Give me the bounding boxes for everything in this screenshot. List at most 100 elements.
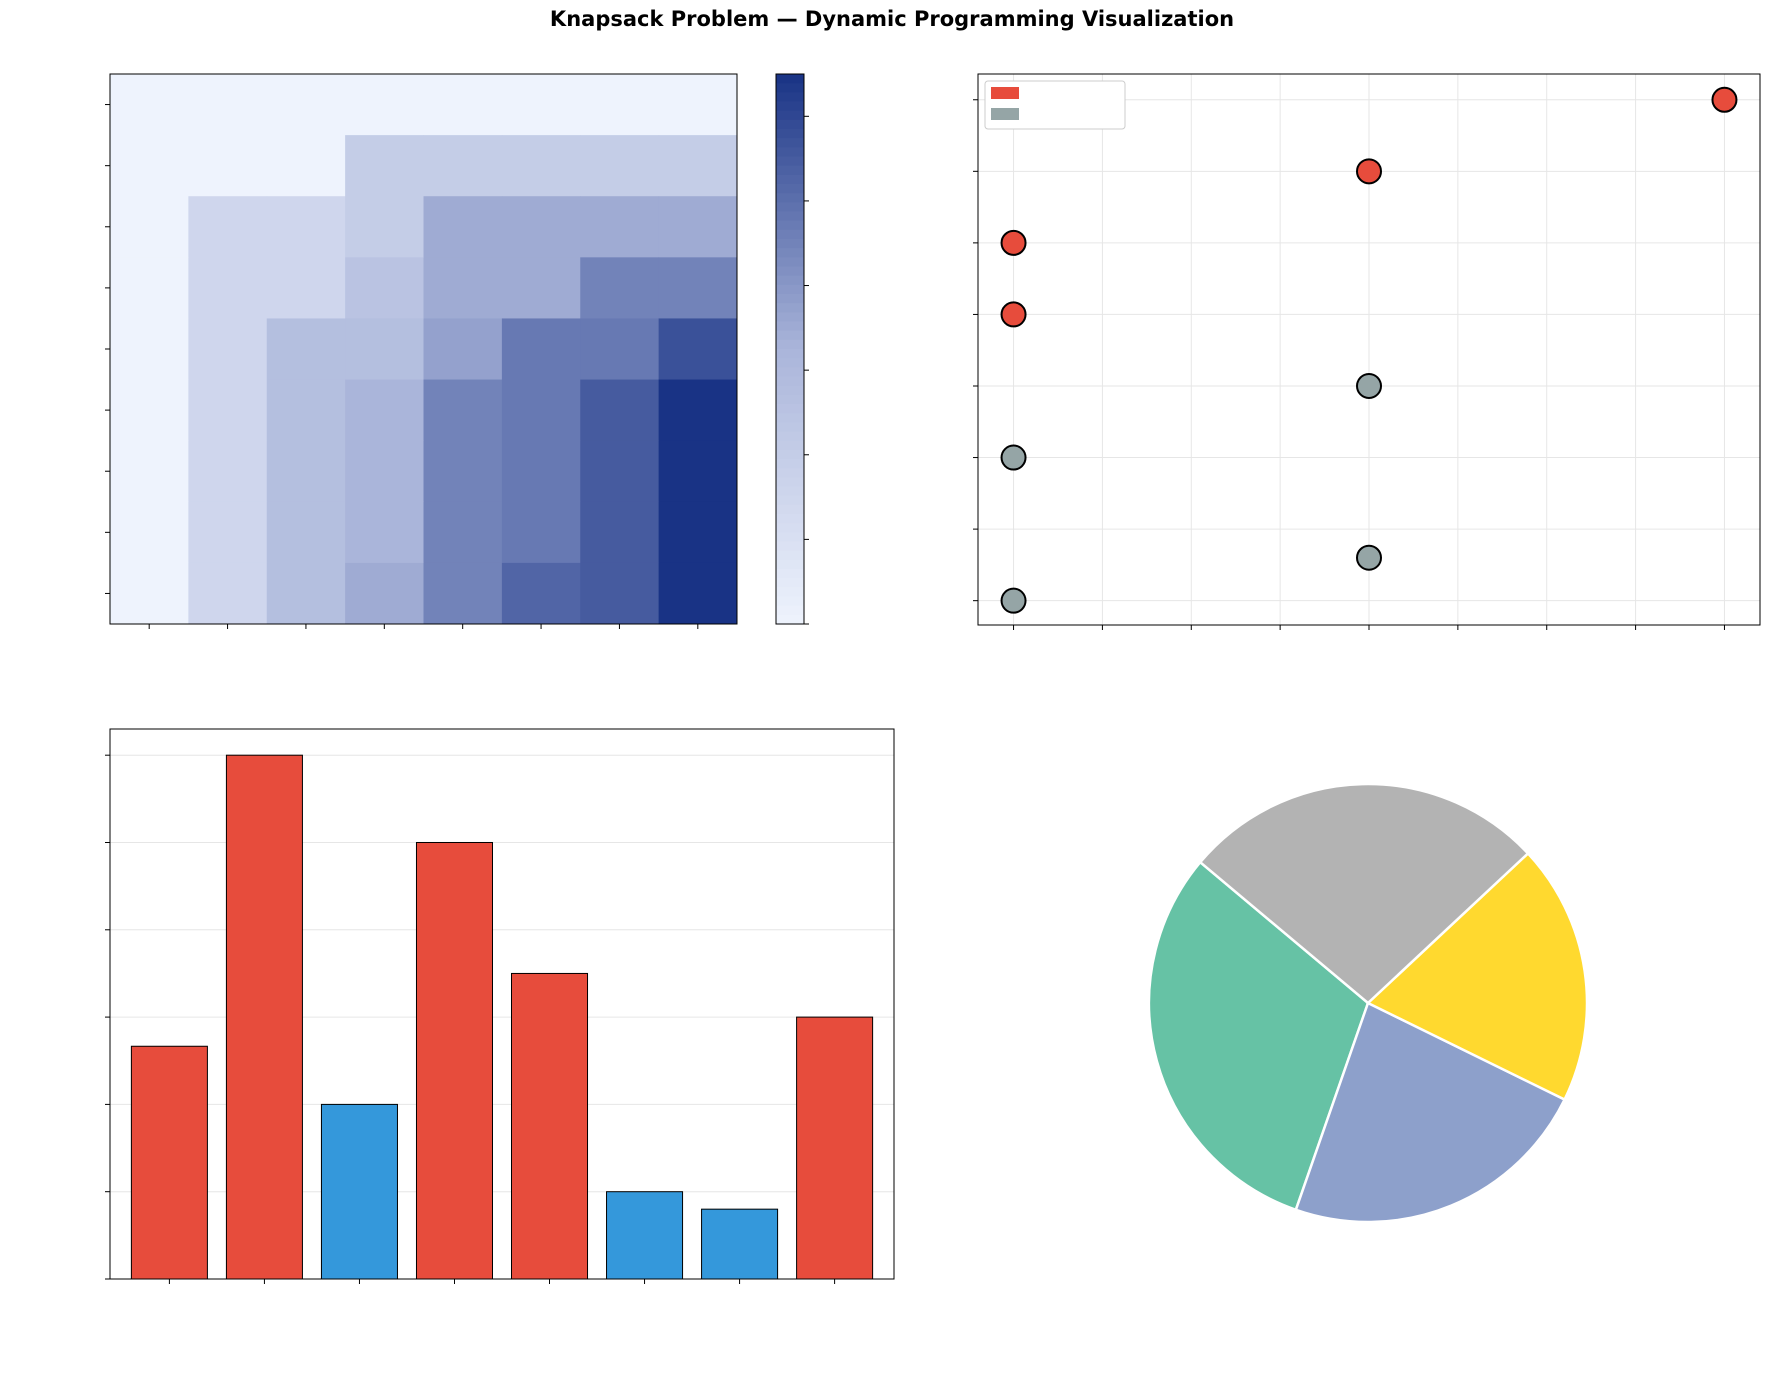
heatmap-cell: [110, 379, 189, 442]
colorbar-gradient-slice: [776, 385, 804, 396]
colorbar-gradient-slice: [776, 541, 804, 552]
heatmap-cell: [501, 501, 581, 564]
colorbar-gradient-slice: [776, 394, 804, 405]
pie-slice: [1147, 860, 1370, 1212]
dp-table-heatmap: [105, 73, 809, 629]
colorbar-gradient-slice: [776, 83, 804, 93]
heatmap-cell: [501, 257, 581, 319]
colorbar-gradient-slice: [776, 367, 804, 378]
colorbar-gradient-slice: [776, 578, 804, 588]
colorbar-gradient-slice: [776, 605, 804, 616]
heatmap-cell: [188, 196, 268, 258]
heatmap-cell: [345, 379, 424, 442]
bar: [320, 1103, 398, 1280]
heatmap-cell: [580, 501, 660, 564]
bar: [130, 1045, 208, 1280]
heatmap-cell: [658, 562, 738, 625]
scatter-frame: [977, 73, 1761, 626]
colorbar-gradient-slice: [776, 202, 804, 213]
heatmap-cell: [110, 74, 189, 136]
heatmap-cell: [345, 257, 424, 319]
colorbar-gradient-slice: [776, 119, 804, 130]
colorbar-gradient-slice: [776, 239, 804, 249]
heatmap-cell: [580, 196, 660, 258]
heatmap-cell: [658, 196, 738, 258]
heatmap-cell: [658, 318, 738, 381]
heatmap-cell: [658, 501, 738, 564]
colorbar-gradient-slice: [776, 74, 804, 84]
colorbar-gradient-slice: [776, 101, 804, 112]
colorbar-gradient-slice: [776, 596, 804, 607]
heatmap-cell: [110, 135, 189, 197]
scatter-point: [1000, 301, 1027, 328]
heatmap-cell: [658, 257, 738, 319]
heatmap-cell: [345, 440, 424, 503]
heatmap-cell: [110, 318, 189, 381]
heatmap-cell: [188, 74, 268, 136]
heatmap-cell: [110, 196, 189, 258]
colorbar-gradient-slice: [776, 284, 804, 295]
heatmap-cell: [501, 135, 581, 197]
heatmap-cell: [501, 196, 581, 258]
colorbar-gradient-slice: [776, 431, 804, 442]
heatmap-cell: [188, 135, 268, 197]
heatmap-cell: [580, 74, 660, 136]
colorbar-gradient-slice: [776, 129, 804, 139]
colorbar-gradient-slice: [776, 294, 804, 304]
pie-slice: [1365, 851, 1589, 1102]
heatmap-cell: [266, 135, 346, 197]
colorbar-gradient-slice: [776, 504, 804, 515]
weight-value-scatter: [973, 73, 1761, 630]
heatmap-cell: [423, 379, 503, 442]
colorbar-gradient-slice: [776, 330, 804, 341]
colorbar-gradient-slice: [776, 138, 804, 148]
heatmap-cell: [423, 562, 503, 625]
colorbar-gradient-slice: [776, 110, 804, 121]
colorbar-gradient-slice: [776, 440, 804, 451]
heatmap-cell: [423, 196, 503, 258]
value-breakdown-pie: [1147, 782, 1589, 1224]
colorbar-frame: [775, 73, 805, 625]
heatmap-cell: [423, 501, 503, 564]
scatter-point: [1356, 372, 1382, 399]
bar: [606, 1191, 684, 1280]
colorbar-gradient-slice: [776, 349, 804, 359]
heatmap-cell: [345, 562, 424, 625]
heatmap-cell: [266, 440, 346, 503]
heatmap-cell: [188, 257, 268, 319]
bar-frame: [109, 728, 895, 1280]
heatmap-cell: [501, 318, 581, 381]
colorbar-gradient-slice: [776, 550, 804, 561]
colorbar-gradient-slice: [776, 376, 804, 387]
heatmap-cell: [188, 440, 268, 503]
bar: [511, 972, 589, 1280]
heatmap-cell: [658, 74, 738, 136]
heatmap-cell: [501, 440, 581, 503]
colorbar-gradient-slice: [776, 193, 804, 203]
colorbar-gradient-slice: [776, 229, 804, 240]
heatmap-cell: [266, 196, 346, 258]
heatmap-cell: [423, 74, 503, 136]
colorbar-gradient-slice: [776, 514, 804, 524]
heatmap-cell: [580, 562, 660, 625]
heatmap-cell: [658, 440, 738, 503]
scatter-legend-swatch-selected: [991, 87, 1019, 99]
colorbar-gradient-slice: [776, 184, 804, 194]
heatmap-cell: [345, 135, 424, 197]
heatmap-cell: [345, 196, 424, 258]
heatmap-cell: [266, 562, 346, 625]
bar: [701, 1208, 779, 1280]
heatmap-cell: [266, 501, 346, 564]
colorbar-gradient-slice: [776, 257, 804, 268]
heatmap-cell: [580, 379, 660, 442]
heatmap-cell: [266, 318, 346, 381]
heatmap-cell: [580, 257, 660, 319]
colorbar-gradient-slice: [776, 532, 804, 543]
scatter-point: [1356, 544, 1382, 571]
colorbar-gradient-slice: [776, 422, 804, 433]
heatmap-cell: [110, 501, 189, 564]
heatmap-cell: [501, 379, 581, 442]
colorbar-gradient-slice: [776, 339, 804, 350]
colorbar-gradient-slice: [776, 587, 804, 598]
colorbar-gradient-slice: [776, 156, 804, 167]
